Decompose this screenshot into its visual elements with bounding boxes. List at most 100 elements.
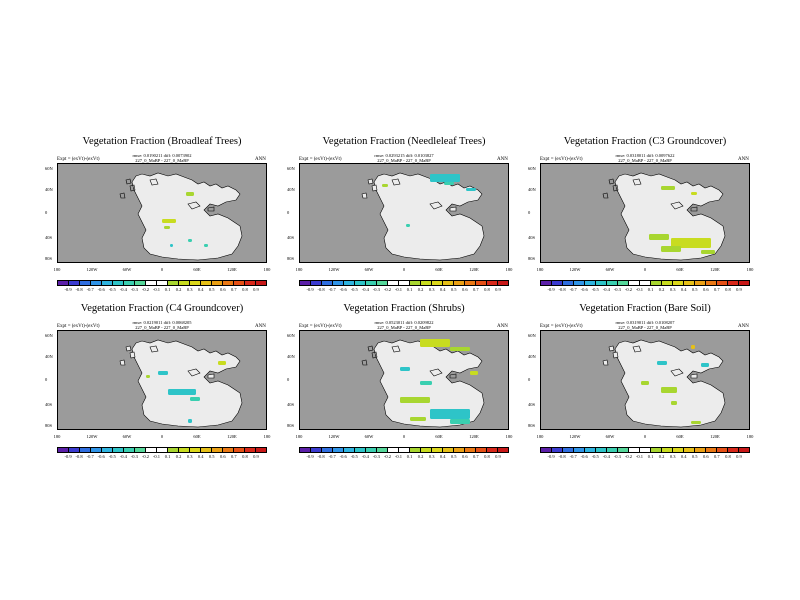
colorbar-label: 0.7 bbox=[231, 287, 237, 292]
anomaly-patch bbox=[430, 409, 470, 419]
panel-title: Vegetation Fraction (Broadleaf Trees) bbox=[82, 136, 242, 147]
colorbar-swatch bbox=[410, 281, 421, 285]
colorbar-swatch bbox=[157, 281, 168, 285]
anomaly-patch bbox=[641, 381, 649, 385]
panel-expt: Expt = (exVt)-(exVt) bbox=[299, 157, 342, 162]
colorbar-swatch bbox=[91, 281, 102, 285]
lon-tick-label: 120W bbox=[569, 434, 581, 439]
colorbar-label: -0.3 bbox=[130, 287, 138, 292]
lon-tick-label: 60W bbox=[364, 434, 374, 439]
island-outline bbox=[371, 184, 378, 192]
anomaly-patch bbox=[444, 182, 454, 185]
panel-title: Vegetation Fraction (C3 Groundcover) bbox=[563, 136, 727, 147]
anomaly-patch bbox=[657, 361, 667, 365]
colorbar-swatch bbox=[421, 448, 432, 452]
colorbar-label: -0.2 bbox=[141, 454, 149, 459]
lon-tick-label: 60E bbox=[435, 434, 443, 439]
colorbar-label: 0.9 bbox=[736, 287, 742, 292]
colorbar-swatch bbox=[684, 448, 695, 452]
panel-title: Vegetation Fraction (Bare Soil) bbox=[579, 303, 711, 314]
colorbar-label: -0.2 bbox=[624, 454, 632, 459]
lat-tick-label: 60N bbox=[287, 333, 295, 338]
lat-tick-label: 60N bbox=[528, 166, 536, 171]
lon-tick-label: 180 bbox=[263, 434, 271, 439]
island-outline bbox=[429, 368, 443, 377]
lat-tick-label: 40S bbox=[45, 402, 53, 407]
colorbar-swatch bbox=[739, 281, 749, 285]
anomaly-patch bbox=[701, 250, 715, 254]
colorbar-swatch bbox=[541, 448, 552, 452]
colorbar-label: -0.7 bbox=[328, 287, 336, 292]
panel-subtitle: 227_0_MaBP - 227_0_MaBP bbox=[377, 325, 431, 330]
lat-tick-label: 60N bbox=[45, 333, 53, 338]
colorbar-label: 0.4 bbox=[197, 454, 204, 459]
colorbar-label: -0.5 bbox=[350, 287, 358, 292]
colorbar-label: -0.2 bbox=[383, 287, 391, 292]
lon-tick-label: 120W bbox=[328, 434, 340, 439]
lon-tick-label: 60W bbox=[605, 267, 615, 272]
colorbar-label: 0.2 bbox=[658, 454, 665, 459]
island-outline bbox=[632, 345, 642, 353]
island-outline bbox=[612, 351, 619, 359]
colorbar-swatch bbox=[135, 448, 146, 452]
lon-tick-label: 0 bbox=[643, 267, 647, 272]
colorbar-swatch bbox=[618, 448, 629, 452]
colorbar-label: -0.8 bbox=[75, 287, 83, 292]
island-outline bbox=[125, 178, 132, 185]
colorbar-label: 0.6 bbox=[219, 454, 226, 459]
colorbar-label: -0.4 bbox=[119, 454, 127, 459]
colorbar-swatch bbox=[728, 448, 739, 452]
colorbar-swatch bbox=[487, 281, 498, 285]
panel-subtitle: 227_0_MaBP - 227_0_MaBP bbox=[618, 325, 672, 330]
colorbar-label: 0.5 bbox=[691, 287, 698, 292]
colorbar-swatch bbox=[563, 281, 574, 285]
lon-tick-label: 60E bbox=[435, 267, 443, 272]
panel-expt: Expt = (exVt)-(exVt) bbox=[57, 157, 100, 162]
colorbar-swatch bbox=[432, 281, 443, 285]
colorbar-label: 0.4 bbox=[680, 287, 687, 292]
lat-tick-label: 40N bbox=[287, 187, 295, 192]
colorbar-label: -0.8 bbox=[558, 454, 566, 459]
colorbar-label: -0.9 bbox=[306, 454, 314, 459]
colorbar-label: -0.1 bbox=[152, 454, 161, 459]
colorbar-swatch bbox=[113, 281, 124, 285]
colorbar-label: -0.4 bbox=[119, 287, 127, 292]
lat-tick-label: 40S bbox=[287, 402, 295, 407]
colorbar-label: -0.3 bbox=[613, 454, 621, 459]
colorbar-label: -0.1 bbox=[394, 287, 403, 292]
colorbar bbox=[299, 447, 509, 453]
anomaly-patch bbox=[162, 219, 176, 223]
colorbar-swatch bbox=[498, 281, 508, 285]
colorbar-label: 0.7 bbox=[714, 287, 720, 292]
island-outline bbox=[187, 368, 201, 377]
colorbar-label: 0.1 bbox=[164, 454, 171, 459]
colorbar-swatch bbox=[113, 448, 124, 452]
island-outline bbox=[361, 359, 368, 366]
anomaly-patch bbox=[400, 367, 410, 371]
colorbar-label: -0.2 bbox=[141, 287, 149, 292]
colorbar-swatch bbox=[421, 281, 432, 285]
island-outline bbox=[119, 192, 126, 199]
colorbar-label: 0.8 bbox=[725, 454, 731, 459]
map-plot bbox=[540, 163, 750, 263]
colorbar-swatch bbox=[629, 281, 640, 285]
panel-title: Vegetation Fraction (Shrubs) bbox=[343, 303, 465, 314]
island-outline bbox=[367, 178, 374, 185]
lat-tick-label: 80S bbox=[528, 423, 536, 428]
panel-expt: Expt = (exVt)-(exVt) bbox=[57, 324, 100, 329]
colorbar-swatch bbox=[651, 281, 662, 285]
panel-expt: Expt = (exVt)-(exVt) bbox=[540, 324, 583, 329]
island-outline bbox=[187, 201, 201, 210]
colorbar-swatch bbox=[607, 281, 618, 285]
colorbar-swatch bbox=[135, 281, 146, 285]
lon-tick-label: 180 bbox=[263, 267, 271, 272]
colorbar bbox=[57, 447, 267, 453]
anomaly-patch bbox=[691, 421, 701, 424]
colorbar-label: 0.8 bbox=[484, 454, 490, 459]
colorbar-label: 0.3 bbox=[669, 287, 676, 292]
map-plot bbox=[57, 330, 267, 430]
colorbar-swatch bbox=[673, 281, 684, 285]
colorbar-label: 0.3 bbox=[186, 287, 193, 292]
colorbar-label: 0.9 bbox=[495, 454, 501, 459]
island-outline bbox=[129, 351, 136, 359]
